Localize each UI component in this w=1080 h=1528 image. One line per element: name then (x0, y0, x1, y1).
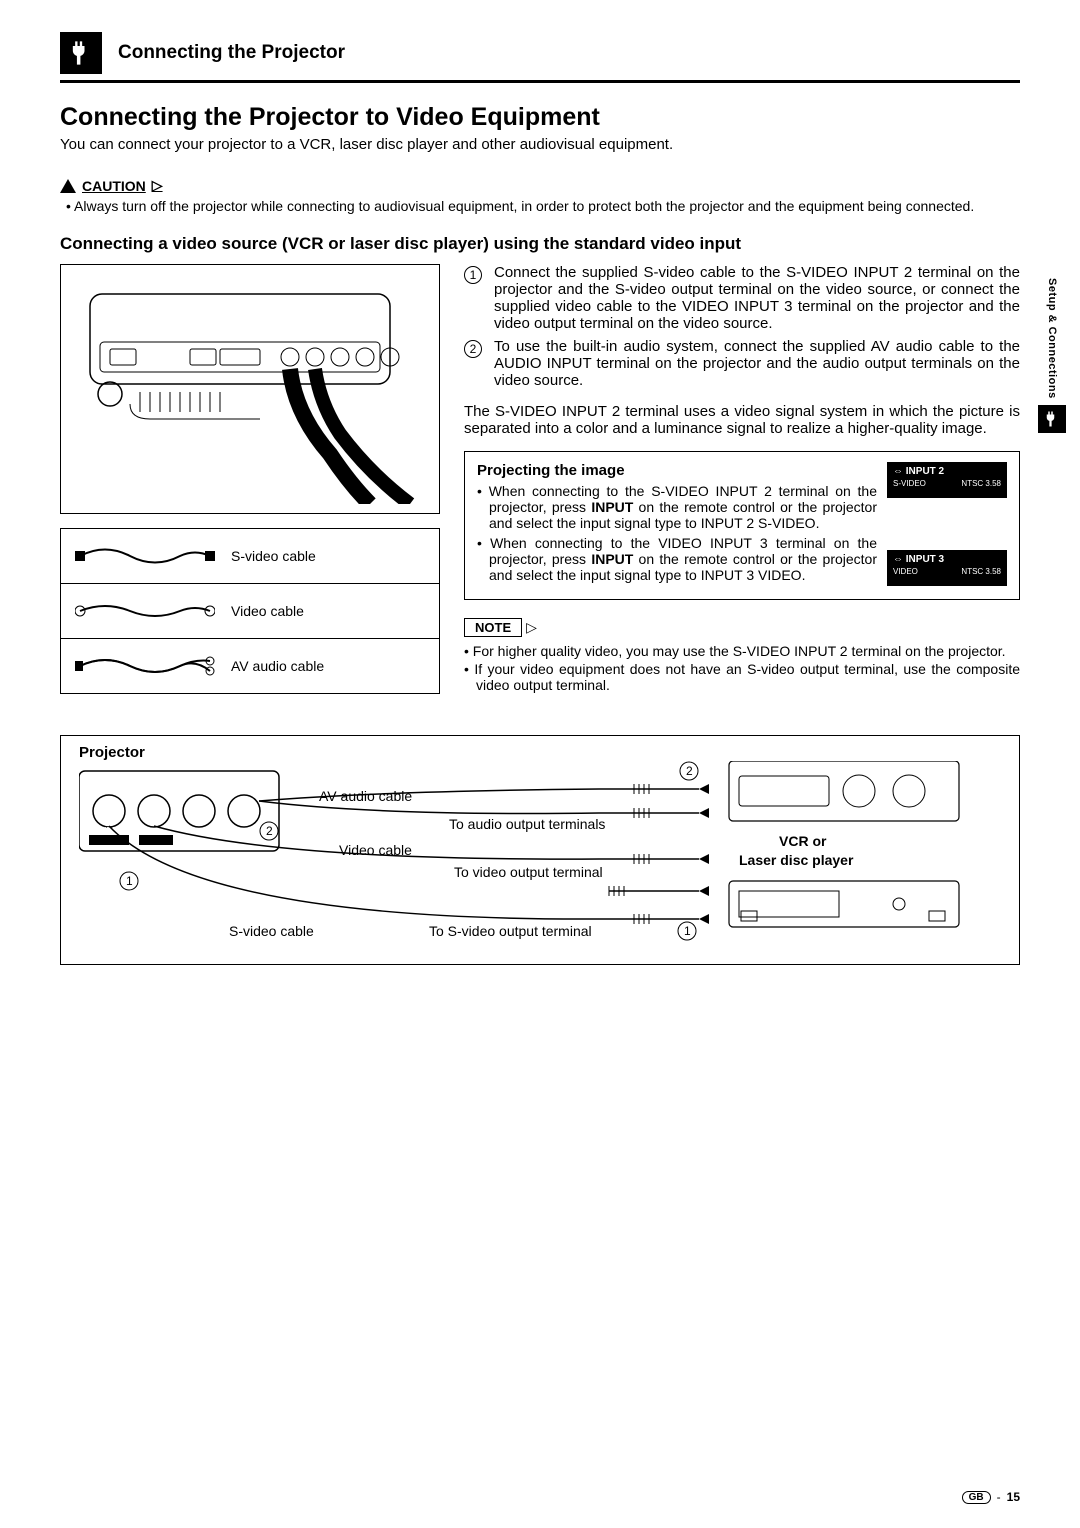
note-arrow-icon: ▷ (526, 619, 537, 635)
connection-diagram: Projector S-VIDEO 1 2 2 1 (60, 735, 1020, 965)
step-2: 2 To use the built-in audio system, conn… (464, 338, 1020, 389)
gb-badge: GB (962, 1491, 991, 1504)
svg-text:S-VIDEO: S-VIDEO (91, 826, 124, 835)
page-num-value: 15 (1007, 1490, 1020, 1504)
input2-badge: ⇔ INPUT 2 S-VIDEO NTSC 3.58 (887, 462, 1007, 498)
right-column: 1 Connect the supplied S-video cable to … (464, 264, 1020, 695)
svg-text:1: 1 (126, 874, 133, 888)
svg-text:2: 2 (686, 764, 693, 778)
header-rule (60, 80, 1020, 83)
projecting-bullet-1: When connecting to the S-VIDEO INPUT 2 t… (477, 483, 877, 531)
left-column: S-video cable Video cable (60, 264, 440, 695)
caution-label: CAUTION ▷ (60, 177, 163, 194)
step-1-text: Connect the supplied S-video cable to th… (494, 264, 1020, 332)
warning-triangle-icon (60, 179, 76, 193)
input-badges: ⇔ INPUT 2 S-VIDEO NTSC 3.58 ⇔ INPUT 3 VI… (887, 462, 1007, 587)
step-1-number: 1 (464, 266, 482, 284)
header-icon (60, 32, 102, 74)
diagram-projector-label: Projector (79, 744, 1001, 761)
diag-svideo: S-video cable (229, 923, 314, 939)
step-2-number: 2 (464, 340, 482, 358)
cable-row-avaudio: AV audio cable (61, 638, 439, 693)
side-tab-icon (1038, 405, 1066, 433)
page-sep: - (997, 1490, 1001, 1504)
input3-badge: ⇔ INPUT 3 VIDEO NTSC 3.58 (887, 550, 1007, 586)
caution-word: CAUTION (82, 178, 146, 194)
svideo-label: S-video cable (231, 548, 316, 564)
note-2: If your video equipment does not have an… (464, 661, 1020, 693)
projecting-box: Projecting the image When connecting to … (464, 451, 1020, 600)
note-1: For higher quality video, you may use th… (464, 643, 1020, 659)
cable-row-video: Video cable (61, 583, 439, 638)
cable-legend: S-video cable Video cable (60, 528, 440, 694)
svideo-paragraph: The S-VIDEO INPUT 2 terminal uses a vide… (464, 403, 1020, 437)
video-cable-icon (75, 594, 215, 628)
diag-toaudio: To audio output terminals (449, 816, 605, 832)
note-section: NOTE▷ For higher quality video, you may … (464, 618, 1020, 693)
diag-tovideo: To video output terminal (454, 864, 603, 880)
svideo-cable-icon (75, 539, 215, 573)
video-label: Video cable (231, 603, 304, 619)
page-header: Connecting the Projector (60, 32, 1020, 74)
projecting-title: Projecting the image (477, 462, 877, 479)
diag-vcr: VCR or (779, 833, 827, 849)
section-title: Connecting the Projector (118, 42, 345, 64)
input3-title: ⇔ INPUT 3 (893, 554, 1001, 565)
projecting-bullets: When connecting to the S-VIDEO INPUT 2 t… (477, 483, 877, 583)
projector-svg (70, 274, 430, 504)
step-2-text: To use the built-in audio system, connec… (494, 338, 1020, 389)
input2-sub1: S-VIDEO (893, 479, 926, 488)
diag-tosvideo: To S-video output terminal (429, 923, 592, 939)
main-heading: Connecting the Projector to Video Equipm… (60, 103, 1020, 132)
connection-svg: S-VIDEO 1 2 2 1 (79, 761, 999, 951)
input2-sub2: NTSC 3.58 (961, 479, 1001, 488)
intro-text: You can connect your projector to a VCR,… (60, 136, 1020, 153)
two-column-layout: S-video cable Video cable (60, 264, 1020, 695)
side-tab-label: Setup & Connections (1046, 278, 1058, 399)
diag-video: Video cable (339, 842, 412, 858)
input3-sub2: NTSC 3.58 (961, 567, 1001, 576)
diag-laser: Laser disc player (739, 852, 854, 868)
projecting-text: Projecting the image When connecting to … (477, 462, 877, 587)
projector-illustration (60, 264, 440, 514)
cable-row-svideo: S-video cable (61, 529, 439, 583)
step-1: 1 Connect the supplied S-video cable to … (464, 264, 1020, 332)
input3-sub1: VIDEO (893, 567, 918, 576)
projecting-bullet-2: When connecting to the VIDEO INPUT 3 ter… (477, 535, 877, 583)
svg-text:1: 1 (684, 924, 691, 938)
step-list: 1 Connect the supplied S-video cable to … (464, 264, 1020, 389)
svg-text:2: 2 (266, 824, 273, 838)
note-list: For higher quality video, you may use th… (464, 643, 1020, 693)
page-number: GB - 15 (962, 1490, 1020, 1504)
input2-title: ⇔ INPUT 2 (893, 466, 1001, 477)
plug-icon (67, 39, 95, 67)
avaudio-cable-icon (75, 649, 215, 683)
caution-text: • Always turn off the projector while co… (60, 198, 1020, 214)
sub-heading: Connecting a video source (VCR or laser … (60, 234, 1020, 254)
side-tab: Setup & Connections (1038, 278, 1066, 433)
diag-avaudio: AV audio cable (319, 788, 412, 804)
caution-arrow-icon: ▷ (152, 177, 163, 194)
avaudio-label: AV audio cable (231, 658, 324, 674)
note-label: NOTE (464, 618, 522, 637)
